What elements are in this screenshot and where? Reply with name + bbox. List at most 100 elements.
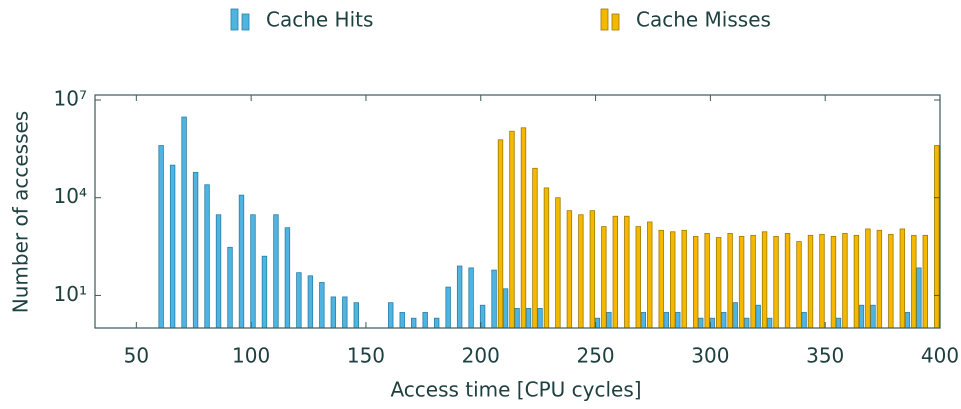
bar: [916, 267, 922, 328]
bar: [876, 229, 883, 328]
bar: [698, 317, 704, 328]
bar: [692, 235, 699, 328]
bar: [411, 317, 417, 328]
legend-swatch: [600, 8, 609, 31]
bar: [555, 197, 561, 328]
bar: [721, 312, 727, 328]
bar: [681, 229, 687, 328]
bar: [388, 302, 394, 328]
x-axis-label: Access time [CPU cycles]: [390, 378, 641, 402]
bar: [647, 221, 653, 328]
bar: [796, 241, 802, 328]
bar: [612, 215, 619, 328]
bar: [773, 235, 779, 328]
bar: [911, 234, 917, 328]
legend-swatch: [611, 13, 620, 31]
bar: [870, 304, 876, 328]
bar: [738, 235, 745, 328]
plot-frame: [94, 94, 941, 329]
legend-label: Cache Hits: [266, 8, 373, 32]
bar: [204, 184, 210, 328]
y-tick-label: 10¹: [54, 282, 87, 306]
bar: [624, 215, 630, 328]
bar: [750, 234, 756, 328]
bar: [296, 272, 302, 328]
x-tick-label: 300: [691, 344, 729, 368]
bar: [537, 307, 543, 328]
bar: [250, 214, 256, 328]
bar: [658, 229, 664, 328]
bar: [468, 267, 474, 328]
bar: [509, 130, 515, 328]
bar: [433, 317, 440, 328]
bar: [307, 275, 314, 328]
bar: [330, 296, 337, 328]
bar: [865, 228, 871, 328]
y-tick-label: 10⁴: [54, 184, 87, 208]
bar: [888, 233, 894, 328]
bar: [319, 282, 325, 328]
legend-label: Cache Misses: [636, 8, 771, 32]
bar: [807, 234, 814, 328]
bar: [801, 312, 807, 328]
bar: [675, 312, 681, 328]
bar: [934, 145, 940, 328]
bar: [566, 210, 573, 328]
bar: [497, 139, 504, 328]
bar: [904, 312, 911, 328]
y-axis-label: Number of accesses: [9, 111, 33, 313]
x-tick-label: 50: [124, 344, 149, 368]
bar: [835, 317, 842, 328]
bar: [715, 237, 722, 328]
bar: [520, 127, 527, 328]
bar: [640, 312, 647, 328]
x-tick-label: 100: [232, 344, 270, 368]
bar: [601, 226, 607, 328]
y-tick-label: 10⁷: [54, 87, 87, 111]
bar: [456, 265, 463, 328]
bar: [784, 233, 791, 328]
bar: [743, 317, 750, 328]
bar: [830, 235, 837, 328]
bar: [353, 302, 360, 328]
bar: [589, 210, 596, 328]
bar: [192, 171, 199, 328]
legend-swatch: [241, 13, 250, 31]
bar: [491, 269, 497, 328]
bar: [342, 296, 348, 328]
x-tick-label: 150: [347, 344, 385, 368]
bar: [663, 312, 669, 328]
legend-swatch: [230, 8, 239, 31]
bar: [853, 234, 860, 328]
bar: [284, 227, 291, 328]
bar: [169, 164, 176, 328]
x-tick-label: 350: [806, 344, 844, 368]
x-tick-label: 400: [921, 344, 959, 368]
bar: [761, 231, 768, 328]
bars: [158, 116, 940, 328]
bar: [704, 233, 710, 328]
bar: [479, 304, 486, 328]
bar: [532, 167, 538, 328]
bar: [543, 187, 550, 328]
bar: [670, 231, 676, 328]
bar: [732, 302, 738, 328]
bar: [525, 307, 532, 328]
bar: [766, 317, 773, 328]
bar: [922, 234, 929, 328]
bar: [215, 214, 222, 328]
bar: [422, 312, 428, 328]
bar: [227, 246, 233, 328]
bar: [273, 214, 279, 328]
bar: [858, 304, 865, 328]
x-tick-label: 250: [576, 344, 614, 368]
bar: [819, 233, 825, 328]
bar: [755, 304, 761, 328]
bar: [261, 255, 268, 328]
bar: [181, 116, 187, 328]
bar: [842, 233, 848, 328]
bar: [727, 233, 733, 328]
bar: [606, 312, 612, 328]
bar: [238, 194, 245, 328]
